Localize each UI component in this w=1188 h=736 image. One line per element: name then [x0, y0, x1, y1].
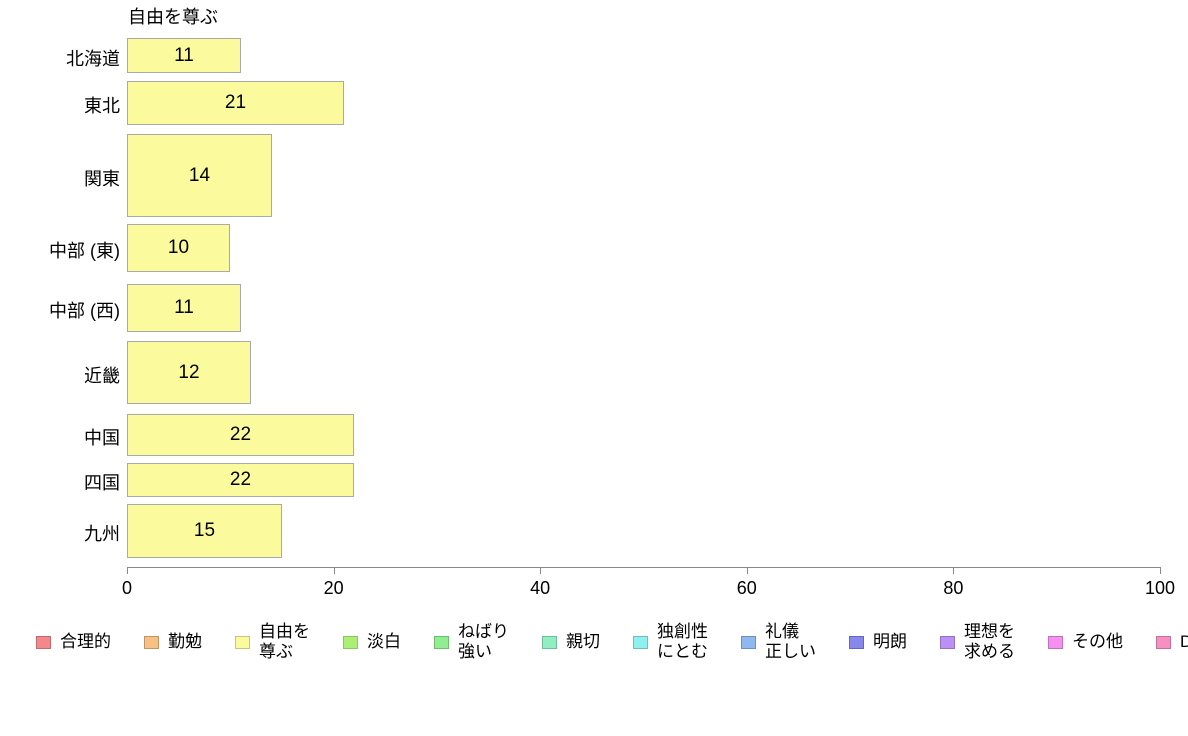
- bar-value-label: 15: [193, 520, 216, 541]
- legend-swatch: [940, 635, 955, 649]
- category-label: 四国: [84, 473, 120, 493]
- legend-label: 合理的: [60, 632, 111, 651]
- bar-value-label: 11: [174, 44, 194, 66]
- bar-value-label: 22: [229, 469, 252, 490]
- x-axis-tick: [953, 567, 955, 574]
- legend-label: ねばり 強い: [458, 622, 509, 661]
- bar: 11: [127, 38, 241, 73]
- legend-item: 明朗: [849, 632, 907, 652]
- legend-item: その他: [1048, 632, 1123, 652]
- legend-item: 理想を 求める: [940, 622, 1015, 662]
- legend-swatch: [542, 635, 557, 649]
- legend-label: 自由を 尊ぶ: [259, 622, 310, 661]
- legend-label: 親切: [566, 632, 600, 651]
- bar: 11: [127, 284, 241, 332]
- category-label: 東北: [84, 96, 120, 116]
- legend-label: 明朗: [873, 632, 907, 651]
- legend-item: 勤勉: [144, 632, 202, 652]
- legend-label: 淡白: [367, 632, 401, 651]
- category-label: 近畿: [84, 365, 120, 386]
- legend-label: その他: [1072, 632, 1123, 651]
- legend-swatch: [235, 635, 250, 649]
- category-label: 中国: [84, 428, 120, 448]
- legend-swatch: [741, 635, 756, 649]
- bar: 10: [127, 224, 230, 272]
- legend-item: 淡白: [343, 632, 401, 652]
- x-axis-tick-label: 60: [736, 578, 757, 598]
- bar-value-label: 11: [174, 297, 194, 318]
- x-axis-tick: [333, 567, 335, 574]
- bar: 15: [127, 504, 282, 558]
- x-axis-tick-label: 80: [943, 578, 964, 598]
- x-axis-tick: [1160, 567, 1161, 574]
- legend-label: D: [1180, 632, 1188, 651]
- bar: 22: [127, 414, 354, 456]
- category-label: 関東: [84, 168, 120, 189]
- legend-item: D: [1156, 632, 1188, 652]
- legend-item: ねばり 強い: [434, 622, 509, 662]
- legend-swatch: [849, 635, 864, 649]
- legend: 合理的 勤勉 自由を 尊ぶ 淡白 ねばり 強い 親切 独創性 にとむ 礼儀 正しい 明朗 理想を …: [36, 616, 1188, 668]
- legend-label: 勤勉: [168, 632, 202, 651]
- category-label: 九州: [84, 524, 120, 544]
- legend-item: 独創性 にとむ: [633, 622, 708, 662]
- bar-value-label: 10: [167, 237, 190, 258]
- legend-item: 合理的: [36, 632, 111, 652]
- x-axis-tick: [540, 567, 542, 574]
- x-axis-line: [127, 567, 1160, 568]
- bar: 22: [127, 463, 354, 497]
- bar-value-label: 21: [224, 92, 247, 113]
- category-label: 北海道: [66, 48, 120, 69]
- bar-value-label: 14: [188, 164, 211, 186]
- category-label: 中部 (東): [49, 241, 120, 261]
- bar-value-label: 22: [229, 424, 252, 445]
- bar: 21: [127, 81, 344, 125]
- legend-swatch: [144, 635, 159, 649]
- legend-label: 礼儀 正しい: [765, 622, 816, 661]
- category-label: 中部 (西): [49, 301, 120, 321]
- legend-swatch: [343, 635, 358, 649]
- legend-swatch: [633, 635, 648, 649]
- legend-swatch: [1156, 635, 1171, 649]
- legend-label: 理想を 求める: [964, 622, 1015, 661]
- bar: 14: [127, 134, 272, 217]
- legend-item: 親切: [542, 632, 600, 652]
- bar-value-label: 12: [178, 361, 200, 383]
- chart-title: 自由を尊ぶ: [128, 7, 218, 27]
- x-axis-tick-label: 20: [323, 578, 344, 598]
- legend-swatch: [36, 635, 51, 649]
- legend-swatch: [1048, 635, 1063, 649]
- x-axis-tick: [127, 567, 128, 574]
- legend-item: 礼儀 正しい: [741, 622, 816, 662]
- x-axis-tick: [746, 567, 748, 574]
- legend-swatch: [434, 635, 449, 649]
- x-axis-tick-label: 100: [1144, 578, 1176, 598]
- legend-label: 独創性 にとむ: [657, 622, 708, 661]
- legend-item: 自由を 尊ぶ: [235, 622, 310, 662]
- bar: 12: [127, 341, 251, 404]
- x-axis-tick-label: 0: [121, 578, 133, 598]
- x-axis-tick-label: 40: [530, 578, 551, 598]
